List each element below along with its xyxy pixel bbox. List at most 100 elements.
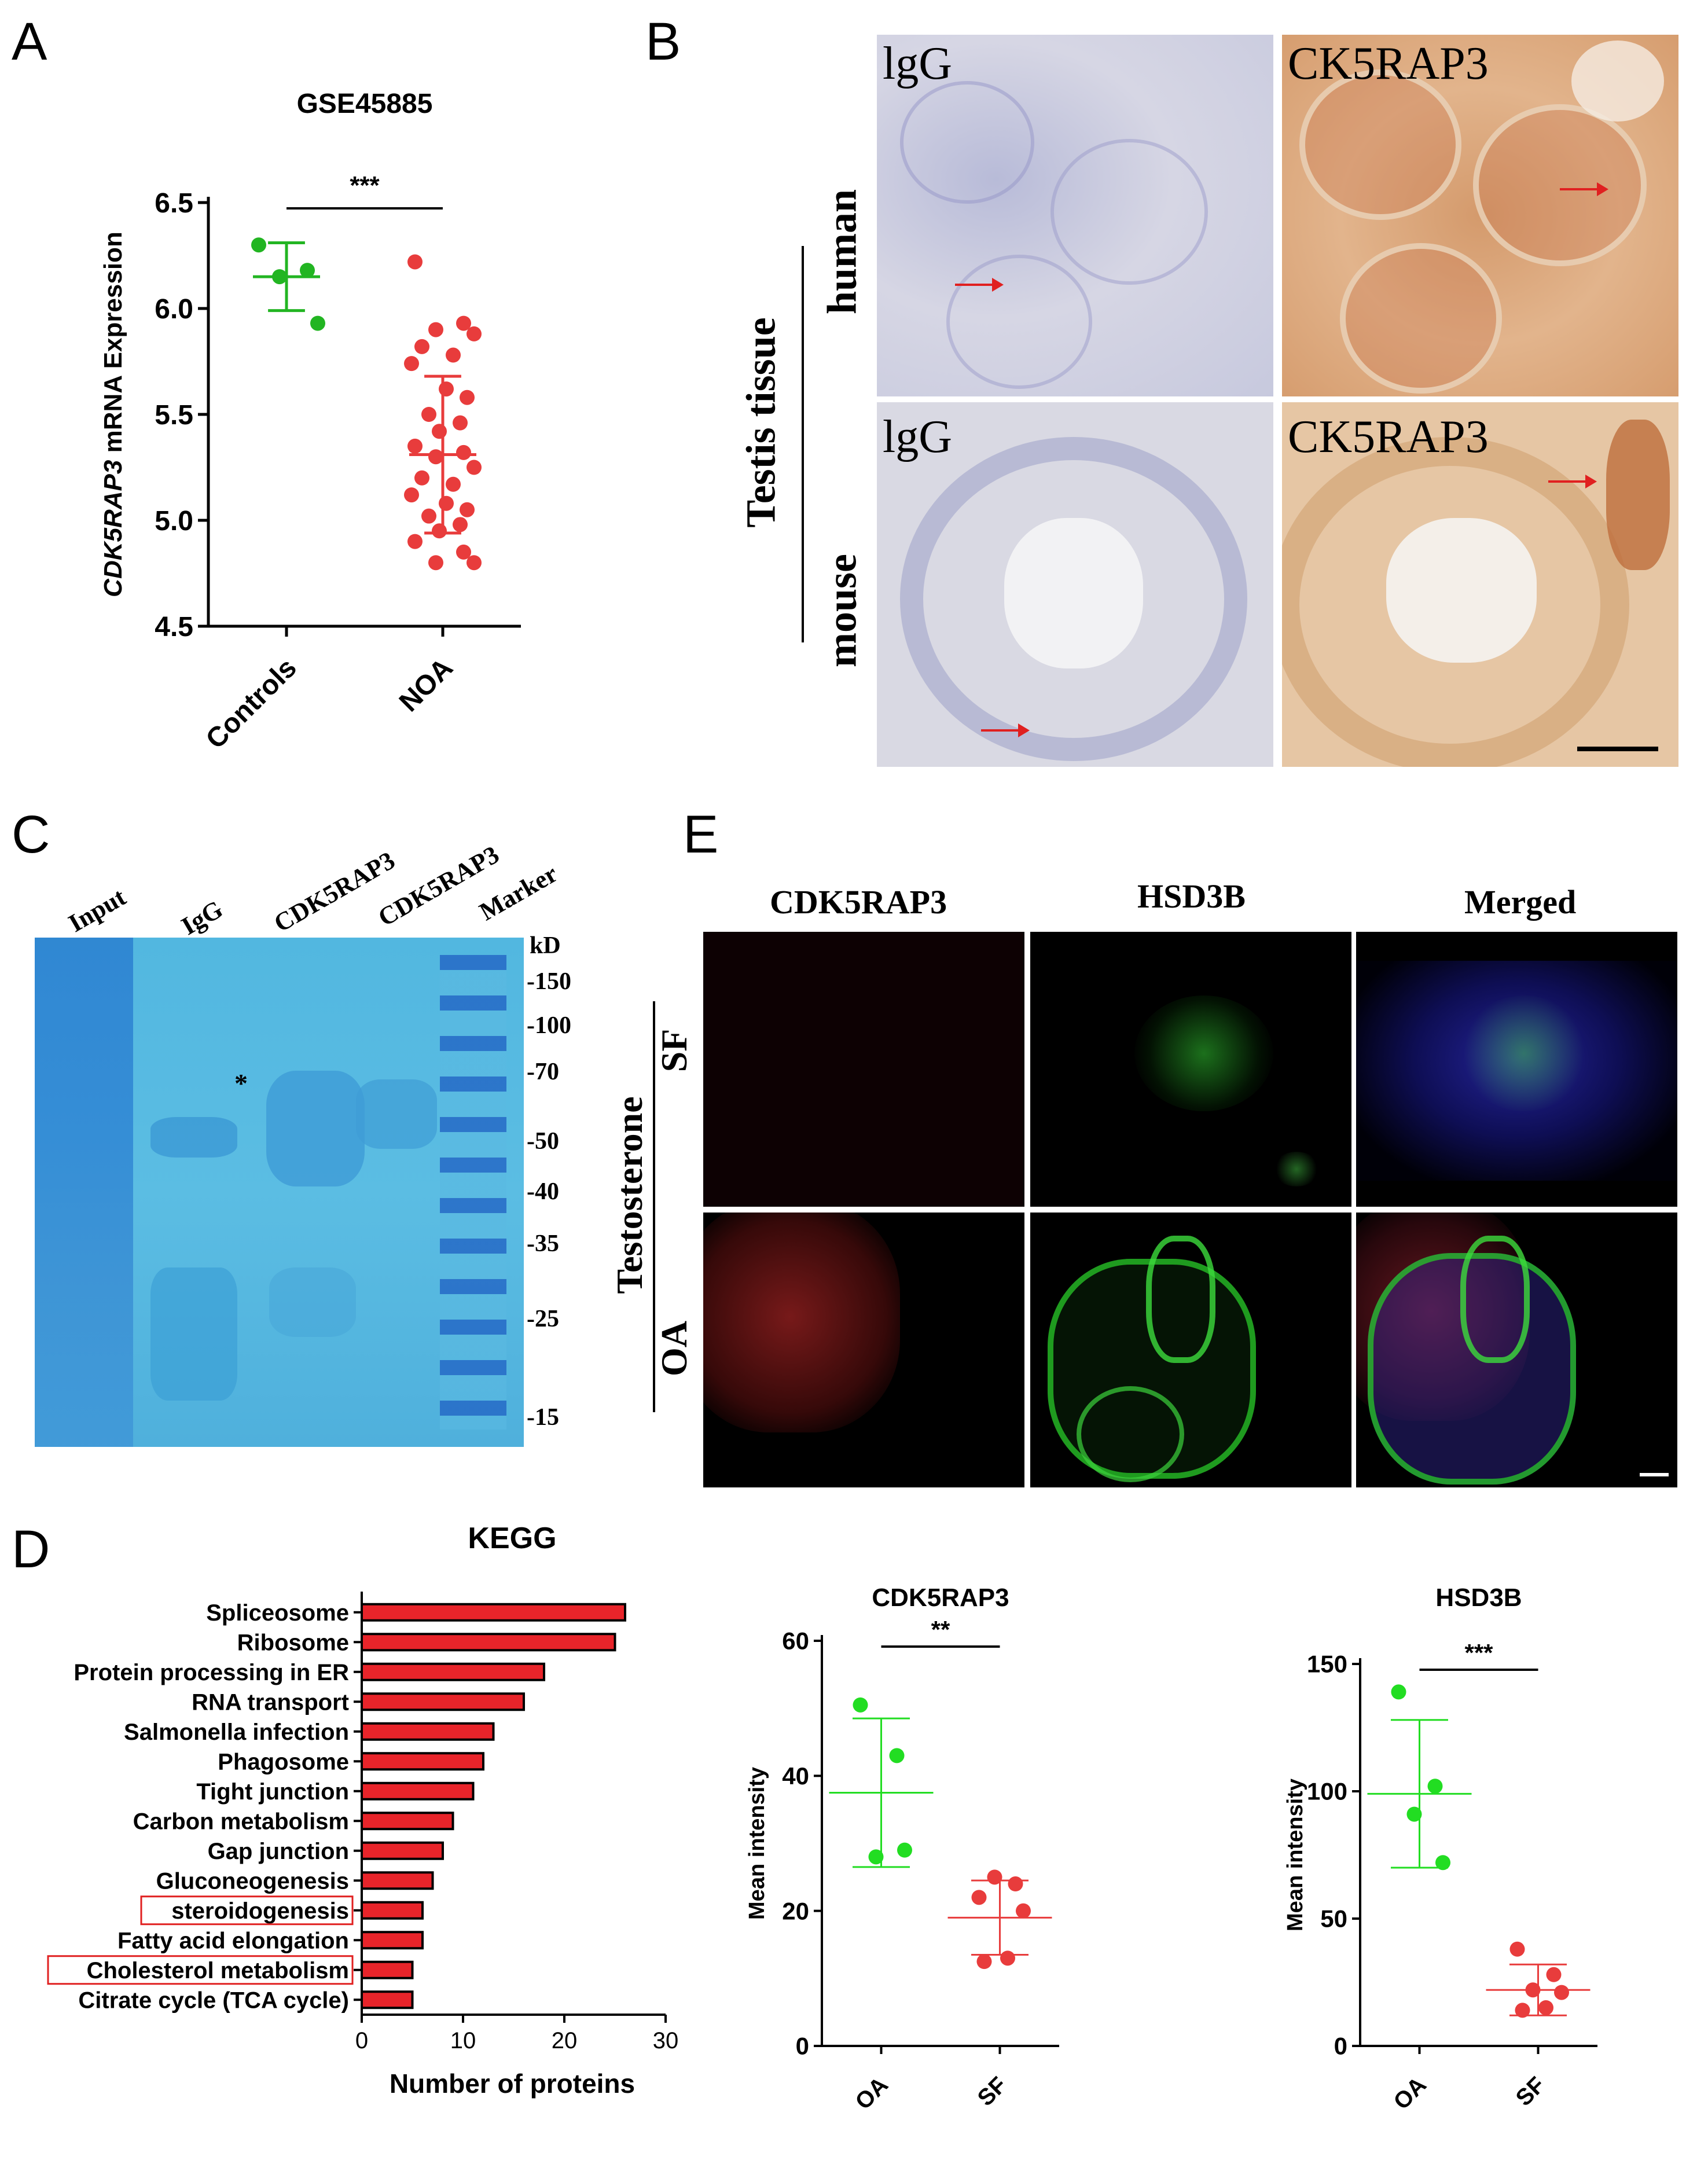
chart-title: CDK5RAP3 — [872, 1583, 1009, 1612]
x-tick-label: SF — [1511, 2072, 1550, 2111]
data-point — [453, 415, 468, 431]
bar — [361, 1812, 454, 1831]
mouse-label: mouse — [818, 554, 865, 667]
panel-e-chart-cdk5rap3: CDK5RAP3 Mean intensity 0 20 40 60 OA SF ** — [745, 1583, 1059, 2115]
data-point — [251, 237, 266, 253]
data-point — [432, 523, 447, 539]
testis-tissue-label: Testis tissue — [737, 317, 784, 528]
marker-35: -35 — [527, 1230, 559, 1257]
data-point — [868, 1849, 884, 1865]
data-point — [456, 444, 471, 460]
panel-d-chart: KEGG 0 10 20 30 Number of proteins Spliceosome… — [47, 1522, 679, 2099]
data-point — [1391, 1684, 1406, 1700]
data-point — [1546, 1967, 1562, 1982]
data-point — [971, 1890, 987, 1905]
data-point — [1538, 2000, 1553, 2015]
panel-letter-a: A — [12, 12, 47, 71]
bar — [361, 1931, 424, 1950]
marker-100: -100 — [527, 1012, 571, 1039]
x-tick-label: NOA — [394, 652, 459, 718]
scale-bar — [1577, 747, 1658, 751]
y-tick-label: 50 — [1320, 1905, 1347, 1932]
y-tick-label: 20 — [782, 1897, 809, 1924]
bar — [361, 1841, 444, 1860]
data-point — [432, 424, 447, 439]
image-label-mouse-ck5rap3: CK5RAP3 — [1288, 412, 1489, 462]
y-tick-label: Citrate cycle (TCA cycle) — [78, 1987, 349, 2013]
micrograph-mouse-ck5rap3: CK5RAP3 — [1282, 402, 1678, 767]
chart-title: HSD3B — [1435, 1583, 1522, 1612]
y-tick-label: 40 — [782, 1762, 809, 1790]
y-axis-label: Mean intensity — [1283, 1779, 1307, 1931]
x-tick-label: 20 — [552, 2028, 578, 2053]
data-point — [453, 517, 468, 532]
data-point — [456, 315, 471, 331]
y-tick-label: Gluconeogenesis — [156, 1868, 349, 1894]
lane-label-input: Input — [64, 883, 131, 938]
y-tick-label: Spliceosome — [206, 1600, 349, 1626]
panel-a-chart: GSE45885 CDK5RAP3 mRNA Expression 4.5 5.0 5.… — [99, 89, 521, 747]
panel-letter-e: E — [683, 805, 719, 864]
x-tick-label: 30 — [653, 2028, 679, 2053]
col-label-merged: Merged — [1464, 883, 1577, 921]
bar — [361, 1871, 434, 1890]
marker-40: -40 — [527, 1178, 559, 1205]
x-tick-label: OA — [1389, 2072, 1431, 2115]
bar — [361, 1781, 475, 1801]
micrograph-human-igg: lgG — [877, 35, 1273, 396]
data-point — [446, 476, 461, 492]
y-tick-label: Carbon metabolism — [133, 1809, 349, 1834]
data-point — [446, 347, 461, 363]
y-tick-label: Cholesterol metabolism — [87, 1958, 349, 1983]
data-point — [407, 254, 423, 270]
data-point — [1008, 1876, 1023, 1891]
y-axis-label: Mean intensity — [745, 1767, 769, 1920]
lane-label-cdk5rap3-1: CDK5RAP3 — [269, 846, 400, 938]
gel-image — [35, 938, 524, 1447]
data-point — [987, 1869, 1002, 1885]
data-point — [1406, 1806, 1422, 1822]
fluor-sf-merged — [1356, 932, 1677, 1207]
y-tick-label: 5.0 — [155, 506, 193, 537]
row-label-sf: SF — [653, 1028, 695, 1072]
human-label: human — [818, 189, 865, 315]
data-point — [310, 315, 325, 331]
highlight-box — [47, 1955, 354, 1985]
panel-e-chart-hsd3b: HSD3B Mean intensity 0 50 100 150 OA SF *** — [1283, 1583, 1597, 2115]
row-label-oa: OA — [653, 1321, 695, 1376]
bar — [361, 1960, 414, 1979]
fluor-sf-hsd3b — [1030, 932, 1351, 1207]
bar — [361, 1722, 495, 1741]
data-point — [421, 407, 436, 422]
data-point — [897, 1842, 912, 1858]
data-point — [1525, 1982, 1541, 1998]
data-point — [467, 460, 482, 475]
bar — [361, 1901, 424, 1920]
x-tick-label: OA — [850, 2072, 893, 2115]
bar — [361, 1990, 414, 2009]
y-tick-label: Ribosome — [237, 1630, 349, 1655]
marker-15: -15 — [527, 1404, 559, 1431]
y-tick-label: 6.5 — [155, 188, 193, 219]
y-tick-label: 4.5 — [155, 612, 193, 642]
data-point — [300, 263, 315, 278]
data-point — [456, 544, 471, 560]
testosterone-label: Testosterone — [609, 1096, 650, 1294]
data-point — [976, 1954, 992, 1970]
data-point — [467, 555, 482, 571]
chart-title: GSE45885 — [297, 89, 433, 119]
x-tick-label: Controls — [200, 652, 303, 747]
marker-150: -150 — [527, 968, 571, 995]
data-point — [272, 269, 287, 285]
highlight-box — [140, 1895, 354, 1926]
data-point — [439, 495, 454, 511]
y-tick-label: Salmonella infection — [124, 1720, 349, 1745]
bar — [361, 1692, 525, 1711]
marker-70: -70 — [527, 1059, 559, 1085]
panel-letter-d: D — [12, 1520, 50, 1579]
testis-tissue-divider — [802, 246, 804, 642]
bar — [361, 1633, 616, 1652]
data-point — [1427, 1779, 1443, 1794]
y-axis-label: CDK5RAP3 mRNA Expression — [99, 232, 127, 597]
chart-title: KEGG — [468, 1522, 556, 1555]
